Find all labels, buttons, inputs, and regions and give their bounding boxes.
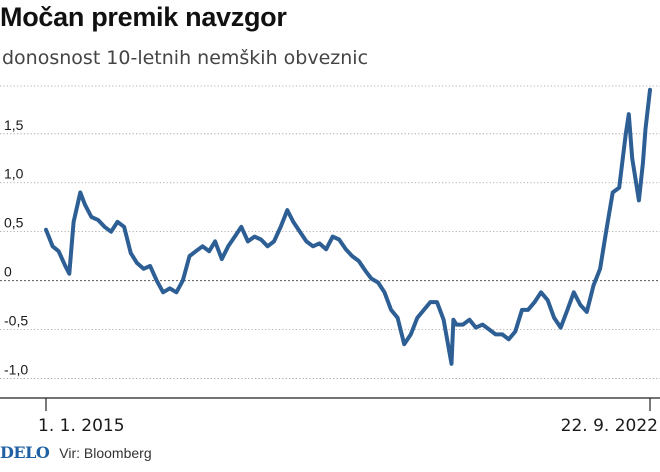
grid-lines <box>0 85 660 379</box>
y-axis-tick-labels: -1,0 -0,5 0 0,5 1,0 1,5 <box>4 117 28 378</box>
source-note: Vir: Bloomberg <box>59 445 152 461</box>
y-tick-label: 1,5 <box>4 117 24 133</box>
x-tick-label: 1. 1. 2015 <box>38 416 125 436</box>
chart-subtitle: donosnost 10-letnih nemških obveznic <box>2 47 369 69</box>
chart-title: Močan premik navzgor <box>0 2 287 32</box>
x-axis-ticks: 1. 1. 2015 22. 9. 2022 <box>38 398 658 436</box>
y-tick-label: -1,0 <box>4 361 28 377</box>
series-line <box>44 87 652 366</box>
y-tick-label: -0,5 <box>4 313 28 329</box>
delo-logo: DELO <box>0 443 50 462</box>
line-chart: -1,0 -0,5 0 0,5 1,0 1,5 1. 1. 2015 22. 9. 2022 <box>0 85 660 436</box>
y-tick-label: 0 <box>4 264 12 280</box>
footer: DELO Vir: Bloomberg <box>0 443 152 462</box>
x-tick-label: 22. 9. 2022 <box>561 416 658 436</box>
y-tick-label: 0,5 <box>4 215 24 231</box>
y-tick-label: 1,0 <box>4 166 24 182</box>
